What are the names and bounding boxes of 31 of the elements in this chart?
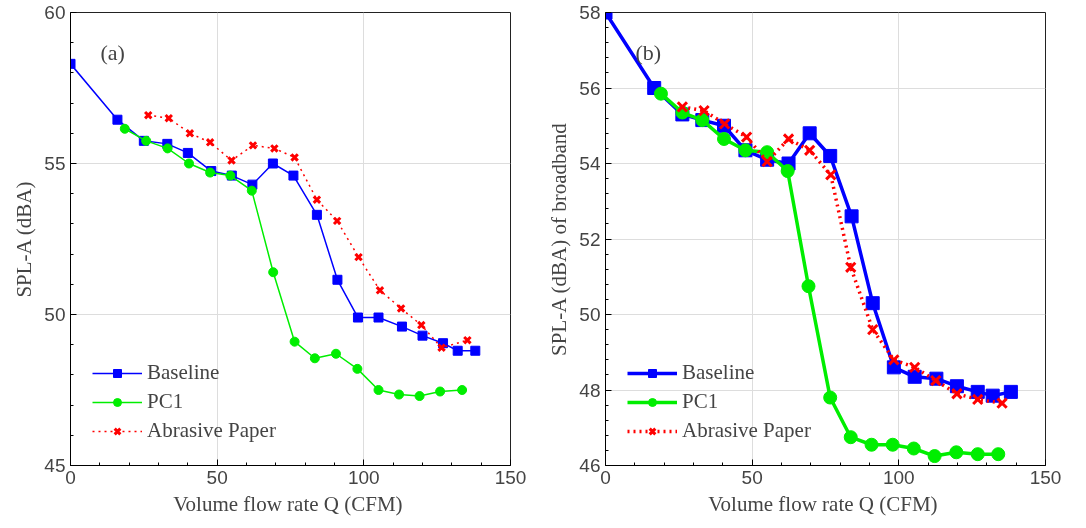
y-axis-title: SPL-A (dBA) [12,181,37,298]
x-tick-label: 100 [347,466,380,488]
y-tick-label: 54 [579,153,601,174]
y-tick-label: 58 [579,2,601,23]
x-axis-title: Volume flow rate Q (CFM) [708,491,938,516]
y-tick-label: 48 [579,379,601,401]
annotation: (a) [100,40,125,65]
x-tick-label: 50 [741,466,763,488]
x-tick-label: 150 [494,466,527,488]
y-axis-title: SPL-A (dBA) of broadband [547,122,572,356]
legend-label: PC1 [147,389,184,414]
legend-label: Baseline [147,360,220,385]
legend-label: Baseline [682,360,755,385]
y-tick-label: 45 [44,455,66,476]
y-tick-label: 50 [579,304,601,325]
x-axis-title: Volume flow rate Q (CFM) [173,491,403,516]
y-tick-label: 55 [44,153,66,174]
y-tick-label: 46 [579,455,601,476]
annotation: (b) [635,40,662,65]
y-tick-label: 50 [44,304,66,325]
x-tick-label: 50 [206,466,228,488]
x-tick-label: 150 [1029,466,1062,488]
x-tick-label: 0 [600,466,611,488]
legend-label: Abrasive Paper [147,418,276,443]
legend-label: Abrasive Paper [682,418,811,443]
x-tick-label: 100 [882,466,915,488]
x-tick-label: 0 [65,466,76,488]
legend-label: PC1 [682,389,719,414]
y-tick-label: 60 [44,2,66,23]
y-tick-label: 52 [579,228,601,250]
y-tick-label: 56 [579,77,601,99]
